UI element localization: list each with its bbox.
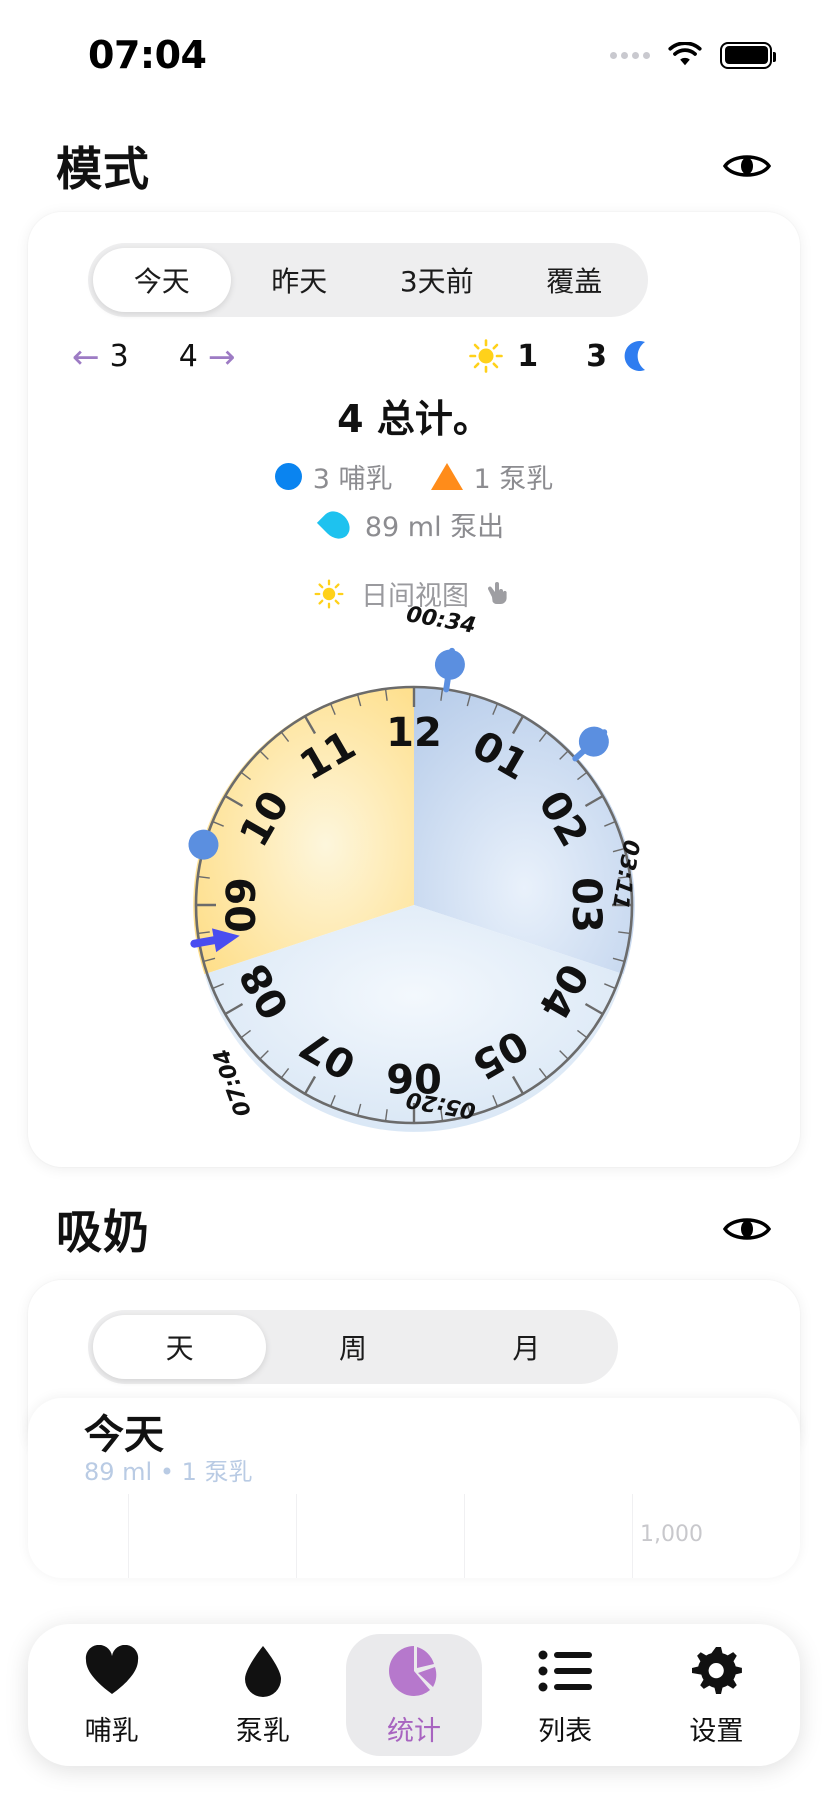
pump-title: 吸奶 [56, 1205, 150, 1259]
status-indicators [610, 41, 776, 69]
totals-breakdown: 3 哺乳 1 泵乳 [0, 457, 828, 496]
tab-yesterday[interactable]: 昨天 [271, 265, 328, 298]
mode-period-tabs[interactable]: 今天 昨天 3天前 覆盖 [88, 243, 648, 317]
day-view-toggle[interactable]: 日间视图 [0, 574, 828, 613]
marker-0520 [190, 928, 240, 953]
wifi-icon [668, 42, 702, 66]
svg-text:03: 03 [563, 877, 609, 933]
eye-icon[interactable] [722, 1204, 772, 1254]
moon-icon [624, 341, 645, 371]
nav-label-pumping: 泵乳 [235, 1716, 290, 1747]
nav-item-pumping[interactable]: 泵乳 [195, 1634, 331, 1756]
tab-day[interactable]: 天 [93, 1315, 267, 1379]
nav-item-feeding[interactable]: 哺乳 [44, 1634, 180, 1756]
orange-triangle-icon [430, 463, 463, 490]
status-time: 07:04 [88, 33, 207, 77]
tab-today[interactable]: 今天 [93, 248, 231, 312]
total-pumps: 1 泵乳 [430, 457, 554, 496]
battery-full-icon [720, 41, 776, 69]
total-headline: 4 总计。 [337, 397, 491, 441]
svg-text:12: 12 [386, 710, 442, 756]
marker-0034 [434, 647, 465, 693]
pump-period-tabs[interactable]: 天 周 月 [88, 1310, 618, 1384]
pie-chart-icon [387, 1642, 441, 1700]
nav-right-group: 1 3 [468, 338, 656, 374]
total-volume-label: 89 ml 泵出 [364, 512, 505, 543]
tab-month[interactable]: 月 [512, 1332, 541, 1365]
mode-section-header: 模式 [0, 135, 828, 197]
bottom-nav: 哺乳 泵乳 统计 [28, 1624, 800, 1766]
list-icon [538, 1642, 593, 1700]
night-count: 3 [586, 338, 607, 374]
eye-icon[interactable] [722, 141, 772, 191]
page-title: 模式 [56, 142, 150, 196]
pump-chart-value: 89 ml • 1 泵乳 [84, 1458, 253, 1486]
tab-3days-ago[interactable]: 3天前 [399, 265, 474, 298]
total-feeds: 3 哺乳 [274, 457, 393, 496]
prev-count: 3 [109, 338, 129, 374]
svg-text:09: 09 [219, 877, 265, 933]
nav-item-stats[interactable]: 统计 [345, 1634, 482, 1756]
totals-block: 4 总计。 3 哺乳 1 泵乳 89 ml 泵出 日间视图 [0, 388, 828, 613]
nav-label-settings: 设置 [689, 1716, 744, 1747]
gear-icon [690, 1642, 743, 1700]
blue-circle-icon [274, 463, 302, 490]
prev-arrow-icon[interactable]: ← [72, 336, 100, 376]
heart-icon [84, 1642, 140, 1700]
nav-label-list: 列表 [538, 1716, 593, 1747]
nav-label-feeding: 哺乳 [84, 1716, 139, 1747]
nav-left-group[interactable]: ← 3 4 → [72, 337, 236, 376]
nav-label-stats: 统计 [386, 1716, 441, 1747]
cyan-droplet-icon [316, 505, 355, 544]
sun-icon [314, 579, 344, 608]
marker-0311 [572, 726, 609, 762]
day-view-label: 日间视图 [361, 581, 469, 612]
status-bar: 07:04 [0, 0, 828, 110]
total-pumps-label: 1 泵乳 [473, 464, 554, 495]
tap-hand-icon [487, 581, 507, 604]
pump-section-header: 吸奶 [0, 1198, 828, 1260]
tab-week[interactable]: 周 [338, 1332, 367, 1365]
pump-chart-heading: 今天 [84, 1412, 164, 1458]
marker-0704 [188, 829, 219, 860]
day-nav-row: ← 3 4 → 1 3 [72, 334, 656, 378]
nav-item-settings[interactable]: 设置 [648, 1634, 784, 1756]
next-arrow-icon[interactable]: → [207, 336, 236, 376]
pump-chart-axis-max: 1,000 [640, 1522, 703, 1547]
clock-chart[interactable]: 12 01 02 03 04 05 06 07 08 09 10 11 [118, 600, 710, 1160]
day-count: 1 [517, 338, 539, 374]
next-count: 4 [178, 338, 198, 374]
total-feeds-label: 3 哺乳 [312, 464, 393, 495]
nav-item-list[interactable]: 列表 [497, 1634, 633, 1756]
pump-chart-card [28, 1398, 800, 1578]
tab-overlay[interactable]: 覆盖 [546, 265, 603, 298]
totals-volume: 89 ml 泵出 [0, 505, 828, 544]
signal-dots-icon [610, 51, 650, 59]
sun-icon [469, 339, 504, 373]
svg-text:06: 06 [386, 1054, 442, 1100]
droplet-icon [241, 1642, 285, 1700]
